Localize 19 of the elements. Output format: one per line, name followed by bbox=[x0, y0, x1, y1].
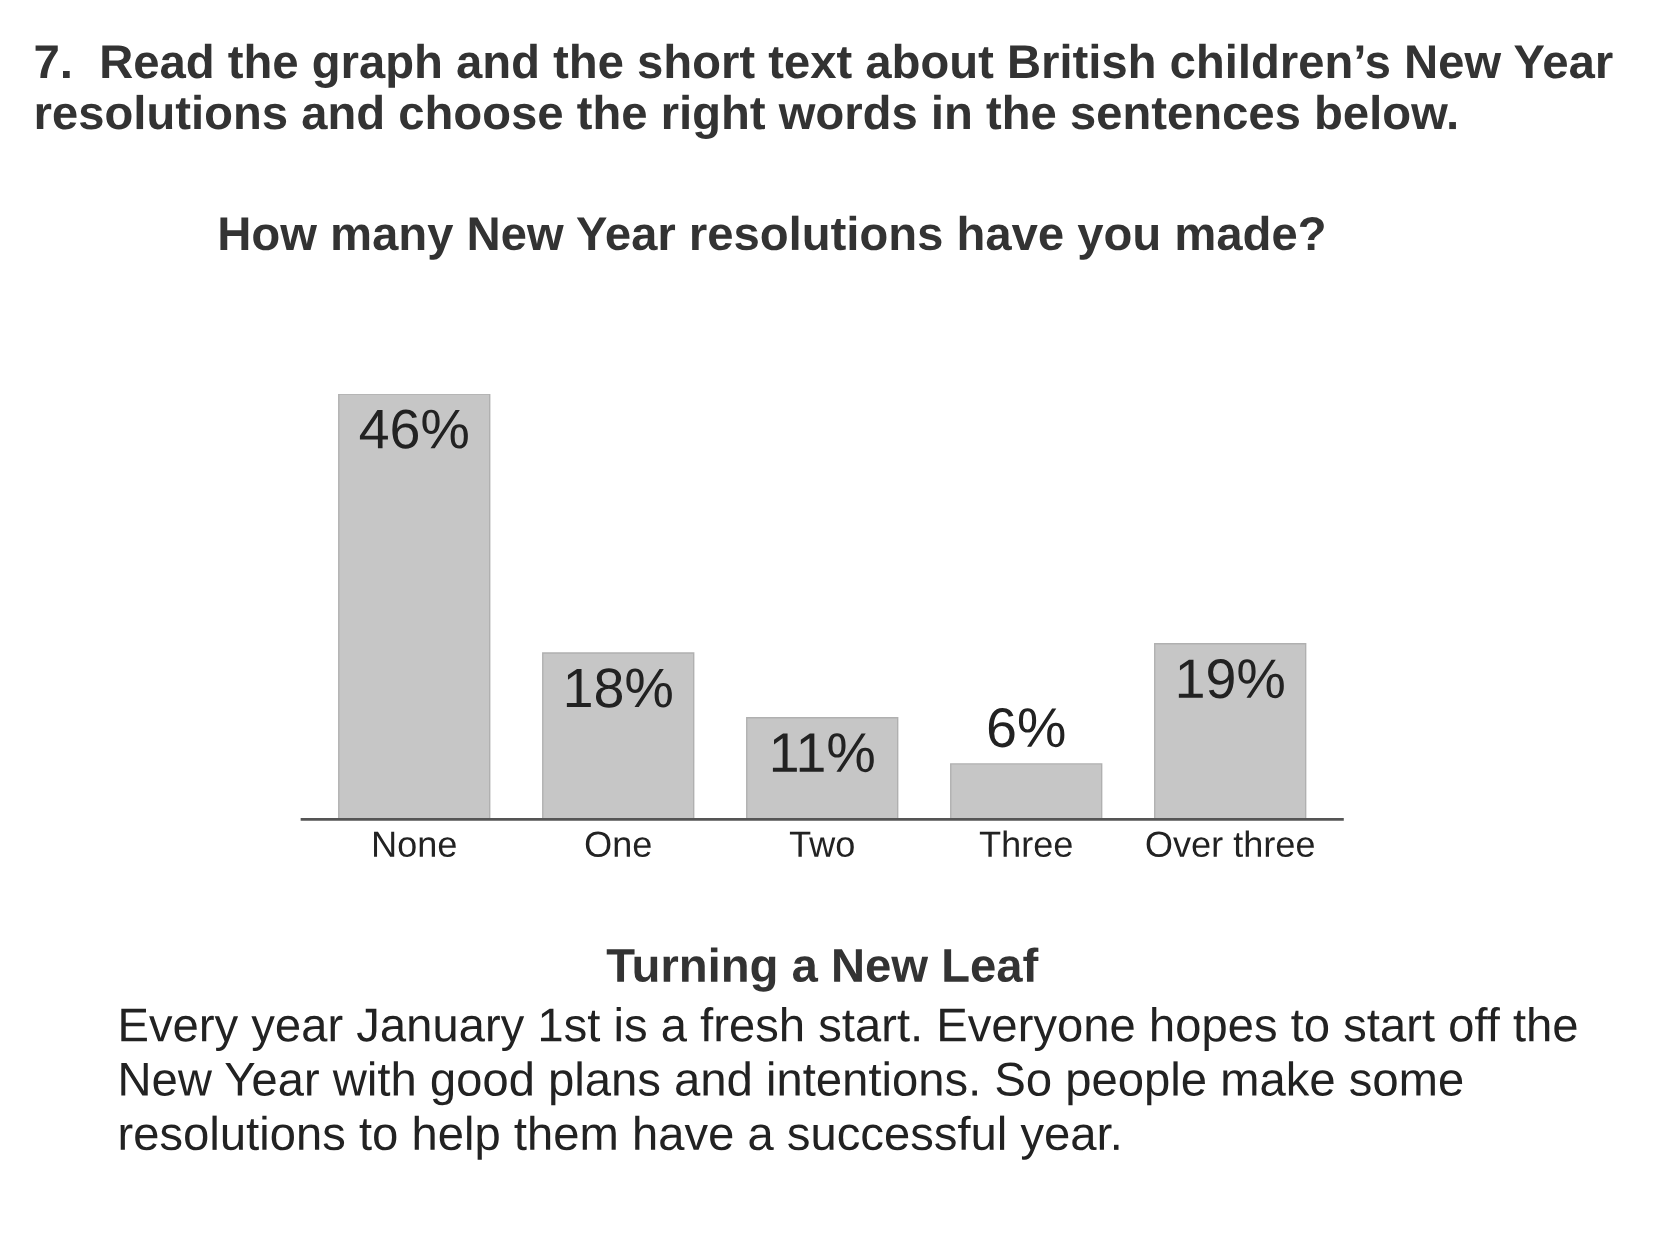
text: Every year January 1st is a fresh start. Everyone hopes to start off the New Year with good plans and intentions. So people make some resolutions to help them have a successful year. bbox=[120, 1007, 1577, 1160]
bar bbox=[542, 652, 695, 820]
data-label: 11% bbox=[772, 733, 874, 773]
data-label: 18% bbox=[566, 668, 672, 708]
text: Turning a New Leaf bbox=[606, 947, 1039, 992]
bar bbox=[746, 716, 899, 820]
data-label: 46% bbox=[359, 409, 468, 449]
bar bbox=[1154, 643, 1307, 820]
bar bbox=[950, 763, 1103, 820]
data-label: 19% bbox=[1178, 659, 1284, 699]
data-label: 6% bbox=[988, 708, 1065, 748]
x-tick-label: Over three bbox=[1146, 830, 1314, 858]
bar bbox=[338, 394, 491, 820]
x-tick-label: Three bbox=[979, 830, 1072, 858]
x-tick-label: Two bbox=[789, 831, 854, 858]
chart-title: 7. Read the graph and the short text about British children’s New Year resolutions and choose the right words in the sentences below. bbox=[35, 43, 1613, 140]
x-tick-label: One bbox=[585, 831, 651, 858]
chart-subtitle: How many New Year resolutions have you made? bbox=[220, 215, 1324, 260]
x-tick-label: None bbox=[374, 831, 456, 858]
